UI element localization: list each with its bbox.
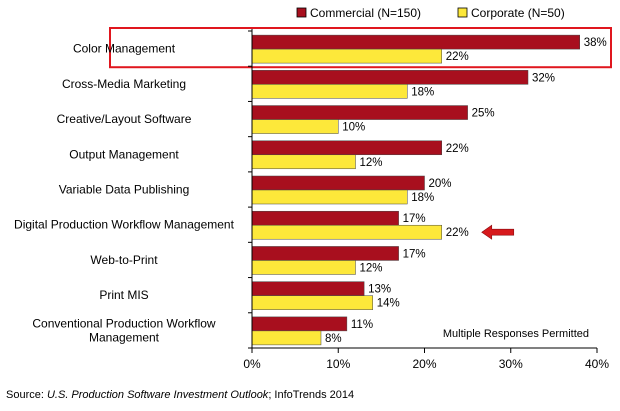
bar-print-mis-corporate [251, 295, 373, 310]
data-label-digital-production-workflow-management-corporate: 22% [446, 227, 469, 239]
data-label-web-to-print-commercial: 17% [403, 248, 426, 260]
category-label-print-mis: Print MIS [99, 288, 148, 302]
data-label-color-management-commercial: 38% [584, 37, 607, 49]
arrow-icon [481, 224, 515, 240]
bar-output-management-corporate [251, 154, 356, 170]
legend-swatch-1 [296, 7, 307, 18]
legend-label-1: Commercial (N=150) [310, 6, 421, 20]
bar-web-to-print-corporate [251, 260, 356, 275]
bar-creative-layout-software-corporate [251, 119, 339, 134]
bar-color-management-corporate [251, 48, 442, 64]
bars: 38% 22% 32% 18% 25% 10% 22% 12% 20% 18% 17% 22% 17% 1… [251, 34, 607, 346]
bar-web-to-print-commercial [251, 246, 399, 261]
data-label-variable-data-publishing-commercial: 20% [429, 178, 452, 190]
source-prefix: Source: [6, 389, 44, 401]
data-label-output-management-corporate: 12% [360, 157, 383, 169]
legend-label-2: Corporate (N=50) [471, 6, 565, 20]
bar-digital-production-workflow-management-commercial [251, 210, 399, 226]
x-axis: 0% 10% 20% 30% 40% [243, 29, 609, 371]
bar-cross-media-marketing-commercial [251, 70, 529, 85]
data-label-print-mis-commercial: 13% [368, 284, 391, 296]
data-label-web-to-print-corporate: 12% [360, 262, 383, 274]
bar-print-mis-commercial [251, 281, 365, 296]
bar-conventional-production-workflow-management-corporate [251, 330, 322, 346]
x-tick-label-2: 20% [412, 357, 436, 371]
category-label-color-management: Color Management [73, 42, 176, 56]
data-label-cross-media-marketing-corporate: 18% [411, 86, 434, 98]
bar-conventional-production-workflow-management-commercial [251, 316, 348, 332]
data-label-creative-layout-software-corporate: 10% [342, 122, 365, 134]
category-label-output-management: Output Management [69, 147, 179, 161]
bar-variable-data-publishing-corporate [251, 189, 408, 205]
x-tick-label-3: 30% [499, 357, 523, 371]
bar-color-management-commercial [251, 34, 580, 50]
category-label-variable-data-publishing: Variable Data Publishing [59, 183, 190, 197]
bar-cross-media-marketing-corporate [251, 84, 408, 99]
source-note: Source: U.S. Production Software Investm… [6, 389, 354, 401]
x-tick-label-4: 40% [585, 357, 609, 371]
data-label-output-management-commercial: 22% [446, 143, 469, 155]
highlight-rect [109, 27, 612, 69]
legend-swatch-2 [457, 7, 468, 18]
highlight-box [109, 27, 612, 69]
data-label-color-management-corporate: 22% [446, 51, 469, 63]
category-label-creative-layout-software: Creative/Layout Software [57, 112, 192, 126]
data-label-conventional-production-workflow-management-commercial: 11% [351, 319, 373, 331]
data-label-cross-media-marketing-commercial: 32% [532, 72, 555, 84]
bar-output-management-commercial [251, 140, 442, 156]
category-label-digital-production-workflow-management: Digital Production Workflow Management [14, 218, 235, 232]
bar-variable-data-publishing-commercial [251, 175, 425, 191]
data-label-digital-production-workflow-management-commercial: 17% [403, 213, 426, 225]
source-publication: U.S. Production Software Investment Outl… [46, 389, 269, 401]
legend: Commercial (N=150) Corporate (N=50) [296, 6, 565, 20]
data-label-variable-data-publishing-corporate: 18% [411, 192, 434, 204]
x-tick-label-1: 10% [326, 357, 350, 371]
bar-digital-production-workflow-management-corporate [251, 224, 442, 240]
source-suffix: ; InfoTrends 2014 [268, 389, 355, 401]
category-label-web-to-print: Web-to-Print [90, 253, 158, 267]
annotations: Multiple Responses Permitted [443, 224, 589, 340]
bar-creative-layout-software-commercial [251, 105, 468, 120]
x-tick-label-0: 0% [243, 357, 261, 371]
category-labels: Color Management Cross-Media Marketing Cre… [14, 42, 235, 345]
data-label-creative-layout-software-commercial: 25% [472, 108, 495, 120]
data-label-conventional-production-workflow-management-corporate: 8% [325, 333, 342, 345]
category-label-cross-media-marketing: Cross-Media Marketing [62, 77, 186, 91]
category-label-conventional-production-workflow-management: Conventional Production Workflow Manageme… [32, 316, 216, 344]
chart-note: Multiple Responses Permitted [443, 328, 589, 340]
data-label-print-mis-corporate: 14% [377, 298, 400, 310]
